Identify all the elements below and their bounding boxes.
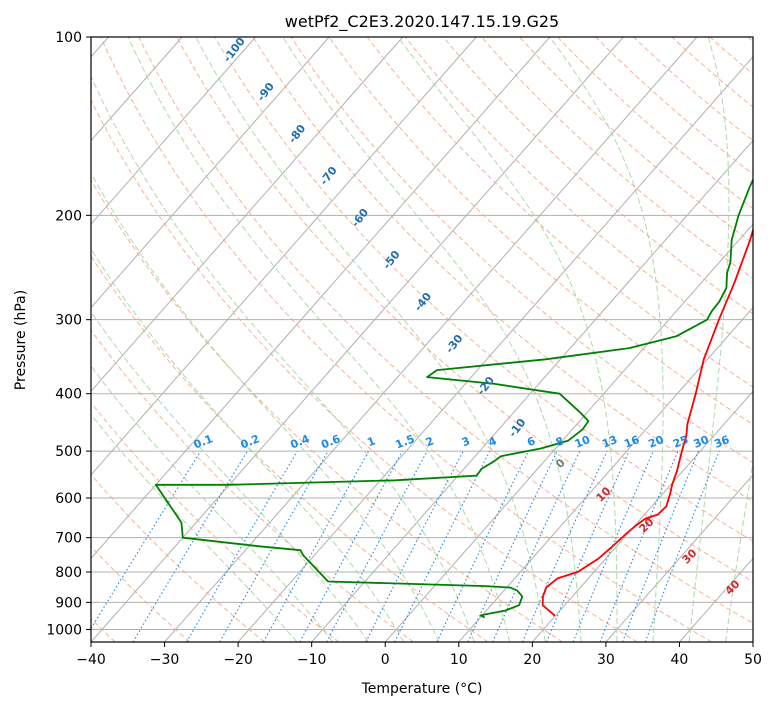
y-tick-label: 1000: [46, 622, 82, 638]
y-axis-label: Pressure (hPa): [13, 290, 29, 390]
y-tick-label: 700: [55, 531, 82, 547]
x-tick-label: −40: [76, 652, 106, 668]
y-tick-label: 300: [55, 313, 82, 329]
y-tick-label: 500: [55, 444, 82, 460]
chart-title: wetPf2_C2E3.2020.147.15.19.G25: [285, 12, 559, 32]
y-tick-label: 900: [55, 595, 82, 611]
x-tick-label: −30: [150, 652, 180, 668]
y-tick-label: 800: [55, 565, 82, 581]
x-tick-label: −10: [297, 652, 327, 668]
x-tick-label: 20: [523, 652, 541, 668]
x-tick-label: 50: [744, 652, 762, 668]
x-tick-label: 40: [671, 652, 689, 668]
x-tick-label: 0: [381, 652, 390, 668]
x-tick-label: 30: [597, 652, 615, 668]
x-tick-label: −20: [223, 652, 253, 668]
x-tick-label: 10: [450, 652, 468, 668]
y-tick-label: 200: [55, 208, 82, 224]
x-axis-label: Temperature (°C): [361, 681, 483, 697]
y-tick-label: 100: [55, 30, 82, 46]
y-tick-label: 400: [55, 387, 82, 403]
y-tick-label: 600: [55, 491, 82, 507]
